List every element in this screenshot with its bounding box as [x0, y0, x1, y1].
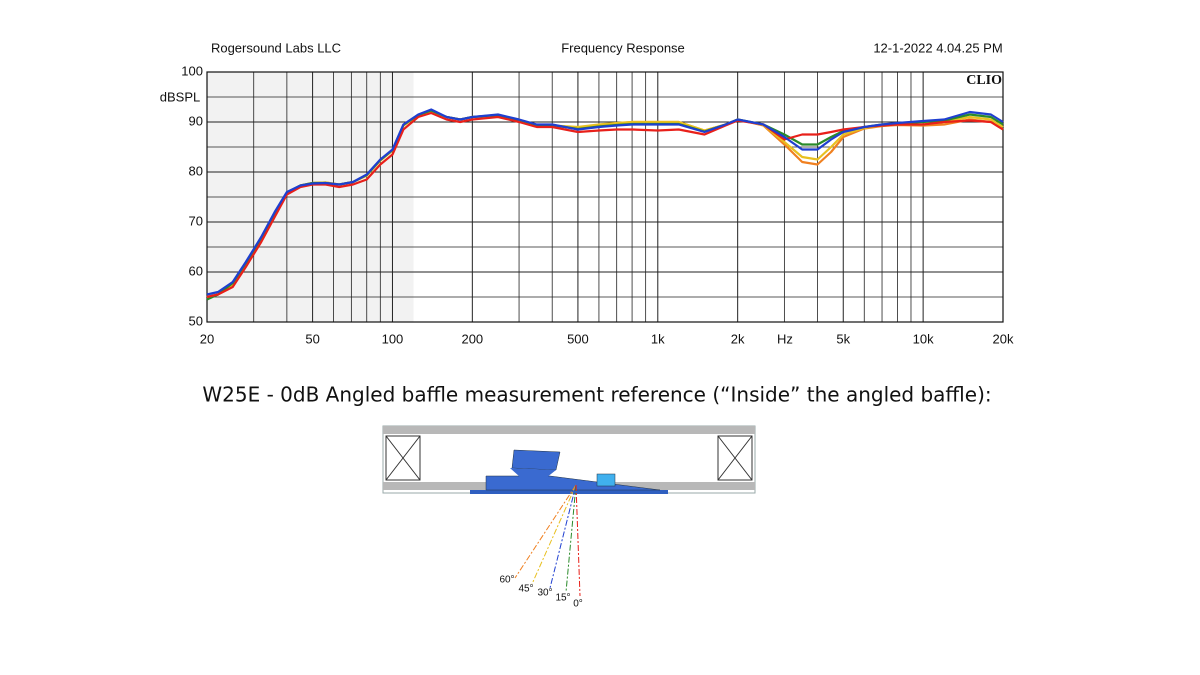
y-tick-label: 100: [181, 63, 203, 78]
y-tick-label: 70: [189, 213, 203, 228]
caption: W25E - 0dB Angled baffle measurement ref…: [202, 383, 991, 407]
x-tick-label: 5k: [836, 331, 850, 346]
x-tick-label: 500: [567, 331, 589, 346]
angle-line: [549, 484, 577, 589]
angle-line: [514, 484, 577, 579]
x-tick-label: 10k: [913, 331, 934, 346]
y-tick-label: 80: [189, 163, 203, 178]
chart-title: Frequency Response: [561, 40, 685, 55]
brace-cross: [717, 435, 753, 481]
plot: 20 50 100 200 500 1k 2k 5k 10k 20k 50 60 70 80 90 100: [181, 63, 1014, 346]
angle-line: [565, 484, 577, 593]
angle-line: [575, 484, 581, 597]
magnet: [511, 449, 561, 471]
baffle-diagram: 60° 45° 30° 15° 0°: [382, 425, 756, 610]
plot-frame: [206, 71, 1004, 323]
x-tick-label: 50: [305, 331, 319, 346]
header-left: Rogersound Labs LLC: [211, 40, 341, 55]
angle-label: 30°: [537, 588, 552, 599]
brace-cross: [385, 435, 421, 481]
x-tick-label: 1k: [651, 331, 665, 346]
x-tick-label: 200: [461, 331, 483, 346]
panel: [383, 426, 755, 434]
angle-label: 0°: [573, 599, 583, 610]
x-tick-label: 2k: [731, 331, 745, 346]
x-tick-label: 20k: [993, 331, 1014, 346]
series-line: [206, 108, 1004, 296]
angle-line: [531, 484, 577, 585]
y-tick-label: 50: [189, 313, 203, 328]
brand: CLIO: [966, 73, 1002, 88]
tweeter: [596, 473, 616, 487]
x-axis-label: Hz: [777, 331, 793, 346]
x-tick-label: 20: [200, 331, 214, 346]
header-right: 12-1-2022 4.04.25 PM: [873, 40, 1002, 55]
y-tick-label: 60: [189, 263, 203, 278]
baffle: [470, 490, 668, 494]
angle-label: 15°: [555, 593, 570, 604]
y-tick-label: 90: [189, 113, 203, 128]
y-axis-label: dBSPL: [160, 89, 200, 104]
angle-label: 60°: [499, 575, 514, 586]
angle-label: 45°: [518, 584, 533, 595]
basket: [510, 468, 556, 478]
x-tick-label: 100: [382, 331, 404, 346]
